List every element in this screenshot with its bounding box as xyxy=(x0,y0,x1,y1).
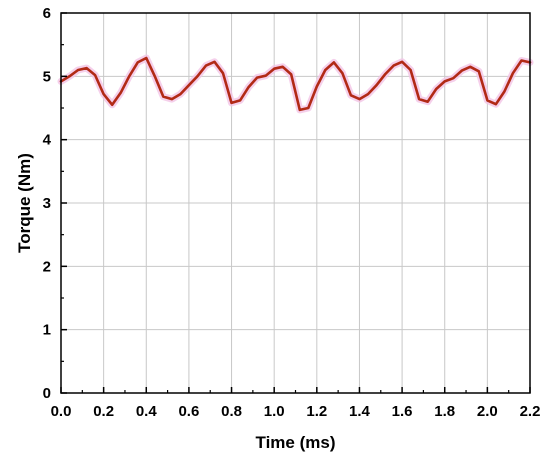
x-tick-label: 0.0 xyxy=(51,403,72,420)
y-tick-label: 6 xyxy=(43,5,51,22)
x-axis-title: Time (ms) xyxy=(256,433,336,452)
x-tick-label: 2.2 xyxy=(520,403,541,420)
x-tick-labels: 0.0 0.2 0.4 0.6 0.8 1.0 1.2 1.4 1.6 1.8 2.0 2.2 xyxy=(51,403,541,420)
y-tick-label: 3 xyxy=(43,195,51,212)
x-tick-label: 2.0 xyxy=(477,403,498,420)
series-line-torque xyxy=(59,56,532,112)
x-tick-label: 1.0 xyxy=(264,403,285,420)
grid-lines xyxy=(61,13,530,393)
y-axis-title: Torque (Nm) xyxy=(15,153,34,253)
x-tick-label: 1.6 xyxy=(392,403,413,420)
series-layer xyxy=(57,54,534,114)
x-tick-label: 1.2 xyxy=(306,403,327,420)
y-tick-label: 0 xyxy=(43,385,51,402)
x-tick-label: 1.8 xyxy=(434,403,455,420)
x-tick-label: 0.2 xyxy=(93,403,114,420)
y-tick-labels: 0 1 2 3 4 5 6 xyxy=(43,5,52,402)
y-tick-label: 5 xyxy=(43,68,51,85)
y-tick-label: 4 xyxy=(43,132,52,149)
x-tick-label: 0.8 xyxy=(221,403,242,420)
x-tick-label: 1.4 xyxy=(349,403,371,420)
series-line-halo xyxy=(57,54,534,114)
x-tick-label: 0.6 xyxy=(178,403,199,420)
axis-ticks xyxy=(60,12,531,394)
y-tick-label: 1 xyxy=(43,322,51,339)
y-tick-label: 2 xyxy=(43,258,51,275)
x-tick-label: 0.4 xyxy=(136,403,158,420)
